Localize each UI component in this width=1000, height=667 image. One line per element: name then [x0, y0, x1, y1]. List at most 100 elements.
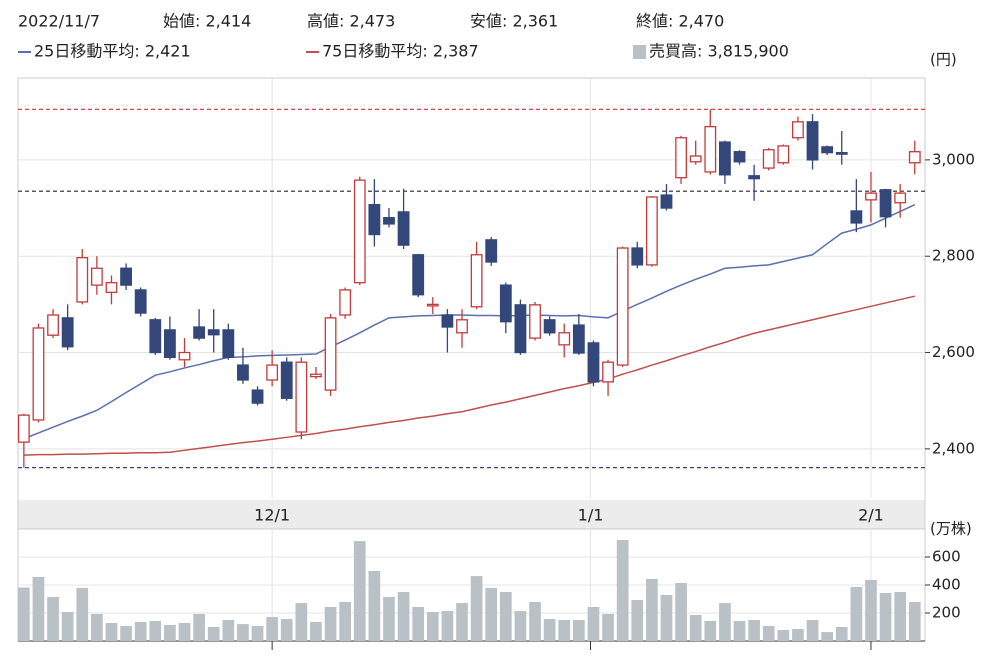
volume-bar [295, 603, 308, 641]
candle-body [222, 329, 235, 359]
volume-bar [616, 540, 629, 641]
candle-body [383, 217, 395, 225]
volume-bar [719, 603, 731, 641]
candle-body [908, 151, 921, 164]
moving-average [23, 203, 916, 440]
candle-body [865, 192, 877, 201]
volume-bar [18, 587, 30, 641]
volume-bar [353, 541, 366, 641]
candle-body [149, 319, 162, 354]
low-info: 安値: 2,361 [470, 12, 558, 31]
candle-body [689, 155, 702, 163]
volume-bar [120, 626, 132, 641]
candle-body [61, 317, 74, 348]
candle-body [456, 319, 468, 334]
volume-bar [499, 592, 512, 641]
candle-body [163, 329, 176, 359]
volume-bar [426, 612, 439, 641]
volume-bar [646, 578, 658, 641]
volume-bar [368, 571, 381, 641]
volume-bar [164, 625, 176, 641]
candle-body [777, 145, 790, 164]
candle-body [237, 364, 249, 381]
volume-bar [558, 620, 571, 641]
volume-bar [207, 627, 220, 641]
candle-body [90, 267, 103, 286]
volume-bar [76, 587, 89, 641]
candle-body [193, 326, 206, 339]
candle-body [353, 179, 366, 284]
volume-bar [178, 622, 191, 641]
volume-bar [339, 601, 352, 641]
volume-bar [397, 592, 410, 641]
volume-bar [704, 620, 717, 641]
candle-body [616, 247, 629, 366]
volume-bar [514, 611, 527, 641]
volume-bar [193, 613, 205, 641]
volume-bar [383, 597, 395, 641]
candle-body [894, 192, 907, 204]
y-tick-label: 2,400 [932, 439, 975, 457]
candle-body [470, 254, 483, 308]
volume-bar [91, 613, 103, 641]
candle-body [762, 149, 775, 169]
volume-bar [675, 583, 687, 641]
volume-bar [908, 601, 921, 641]
volume-bar [733, 620, 746, 641]
volume-bar [631, 599, 644, 641]
candle-body [748, 175, 761, 180]
high-info: 高値: 2,473 [307, 12, 395, 31]
volume-bar [61, 612, 74, 641]
volume-bar [762, 626, 775, 641]
volume-bar [792, 628, 804, 641]
legend-swatch [633, 45, 646, 59]
volume-unit: (万株) [930, 520, 972, 538]
volume-bar [689, 614, 702, 641]
candle-body [426, 303, 439, 307]
volume-bar [879, 592, 892, 641]
candle-body [47, 314, 59, 336]
legend-label: 売買高: 3,815,900 [649, 42, 789, 61]
candle-body [251, 389, 264, 404]
candle-body [835, 152, 848, 155]
y-tick-label: 200 [932, 604, 961, 622]
volume-bar [470, 576, 483, 641]
candle-body [280, 361, 293, 399]
volume-bar [587, 606, 600, 641]
candle-body [32, 327, 45, 421]
volume-bar [456, 603, 468, 641]
candle-body [499, 284, 512, 323]
candle-body [105, 282, 118, 293]
y-tick-label: 400 [932, 576, 961, 594]
candle-body [602, 361, 614, 383]
candle-body [368, 204, 381, 236]
volume-bar [748, 620, 760, 641]
date: 2022/11/7 [18, 12, 100, 31]
volume-bar [441, 611, 454, 641]
volume-bar [251, 626, 264, 641]
legend-label: 75日移動平均: 2,387 [322, 42, 479, 61]
volume-bar [222, 620, 235, 641]
legend-label: 25日移動平均: 2,421 [34, 42, 191, 61]
x-tick-label: 12/1 [254, 506, 290, 525]
candle-body [339, 289, 352, 316]
candle-body [587, 342, 600, 383]
y-tick-label: 2,600 [932, 343, 975, 361]
candle-body [558, 332, 571, 346]
price-unit: (円) [930, 51, 957, 69]
volume-bar [47, 597, 59, 641]
candle-body [543, 319, 556, 334]
close-info: 終値: 2,470 [636, 12, 724, 31]
candle-body [821, 146, 834, 154]
candle-body [806, 121, 819, 161]
candle-body [675, 137, 687, 179]
volume-bar [324, 606, 337, 641]
volume-bar [894, 592, 907, 641]
candle-body [207, 329, 220, 336]
candle-body [310, 373, 322, 378]
x-tick-label: 1/1 [578, 506, 604, 525]
candle-body [266, 364, 279, 381]
open-info: 始値: 2,414 [163, 12, 251, 31]
